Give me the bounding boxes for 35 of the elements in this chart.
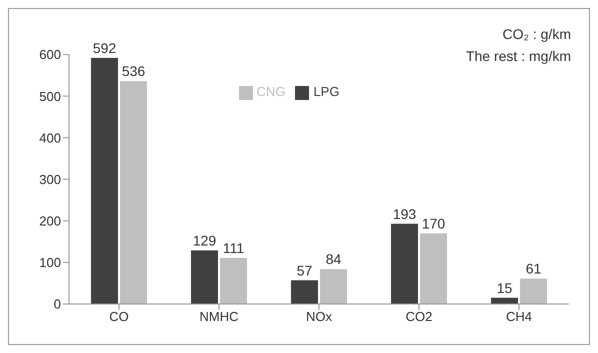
data-label: 592 [92,40,116,56]
y-tick-label: 500 [39,88,61,104]
y-tick-label: 200 [39,213,61,228]
x-tick-label: CO [109,309,129,324]
y-tick-label: 0 [54,296,61,312]
data-label: 193 [392,206,416,222]
data-label: 84 [326,251,342,268]
legend-label: CNG [256,84,286,99]
bar [320,269,347,304]
y-tick-label: 100 [39,255,61,270]
bar [291,280,318,304]
x-tick-label: CO2 [406,309,432,324]
data-label: 111 [222,240,244,256]
data-label: 15 [496,280,512,296]
x-tick-label: NMHC [200,309,238,324]
text: CO₂ : g/km [502,25,571,44]
bar [120,81,147,304]
y-tick-label: 300 [39,172,61,187]
data-label: 57 [296,262,312,278]
bar [520,278,547,304]
data-label: 170 [422,215,446,232]
bar [420,233,447,304]
bar [391,224,418,304]
legend-label: LPG [313,84,340,99]
bar [191,250,218,304]
y-tick-label: 400 [39,130,61,146]
x-tick-label: NOx [306,309,332,324]
annotation: The rest : mg/km [466,47,571,66]
data-label: 61 [526,260,542,277]
y-tick-label: 600 [39,47,61,62]
bar [91,58,118,304]
data-label: 129 [192,232,216,248]
data-label: 536 [122,63,146,80]
x-tick-label: CH4 [506,309,532,324]
bar [220,258,247,304]
